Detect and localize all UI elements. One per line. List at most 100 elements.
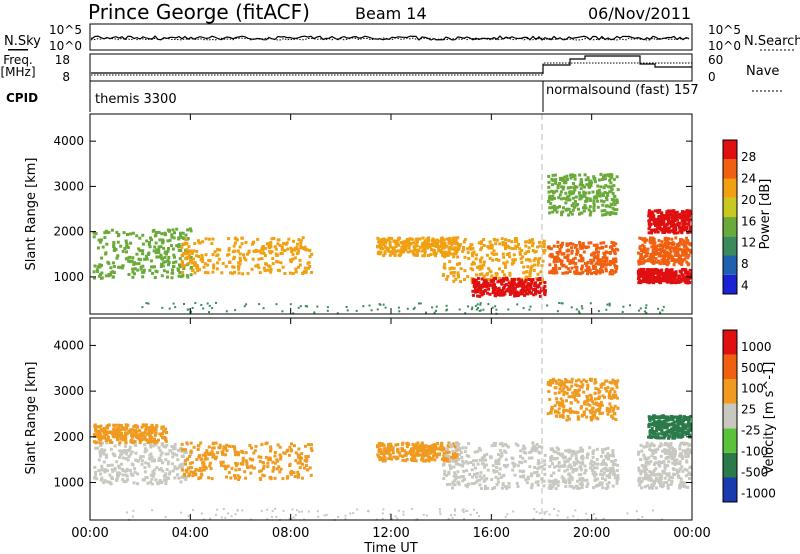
data-cell: [551, 267, 555, 270]
data-cell: [581, 241, 585, 245]
data-cell: [376, 454, 380, 458]
data-cell: [507, 482, 511, 485]
data-cell: [553, 208, 557, 212]
data-cell: [131, 270, 135, 274]
data-cell: [180, 448, 184, 452]
data-cell: [146, 253, 150, 256]
data-cell: [261, 467, 265, 471]
data-cell: [548, 263, 552, 267]
data-cell: [652, 241, 656, 245]
data-cell: [438, 446, 442, 450]
data-cell: [139, 265, 143, 269]
data-cell: [441, 250, 444, 254]
data-cell: [570, 377, 574, 381]
data-cell: [111, 469, 115, 473]
data-cell: [570, 306, 573, 309]
data-cell: [173, 447, 177, 451]
data-cell: [677, 223, 681, 227]
data-cell: [564, 456, 567, 460]
data-cell: [453, 479, 457, 483]
data-cell: [405, 445, 409, 449]
data-cell: [159, 458, 163, 462]
data-cell: [224, 453, 227, 457]
data-cell: [571, 242, 575, 246]
data-cell: [418, 302, 420, 305]
data-cell: [534, 448, 538, 452]
data-cell: [599, 385, 603, 389]
data-cell: [570, 384, 574, 388]
data-cell: [457, 246, 461, 250]
data-cell: [464, 460, 468, 464]
data-cell: [583, 402, 587, 406]
data-cell: [138, 441, 142, 445]
data-cell: [575, 391, 579, 395]
data-cell: [168, 449, 172, 453]
data-cell: [579, 461, 582, 465]
data-cell: [568, 262, 572, 265]
data-cell: [160, 274, 164, 278]
data-cell: [251, 257, 255, 261]
data-cell: [458, 244, 462, 248]
data-cell: [211, 270, 215, 274]
data-cell: [482, 274, 486, 278]
data-cell: [677, 255, 681, 258]
data-cell: [502, 279, 506, 283]
data-cell: [670, 268, 674, 272]
data-cell: [651, 273, 655, 277]
data-cell: [291, 257, 295, 261]
data-cell: [456, 462, 460, 466]
data-cell: [168, 307, 171, 310]
data-cell: [664, 244, 668, 248]
data-cell: [135, 424, 139, 428]
data-cell: [559, 403, 563, 407]
data-cell: [193, 242, 197, 245]
data-cell: [608, 304, 611, 307]
data-cell: [508, 287, 512, 290]
data-cell: [165, 443, 169, 447]
data-cell: [653, 456, 656, 459]
data-cell: [560, 389, 564, 393]
data-cell: [140, 459, 144, 463]
data-cell: [658, 216, 662, 220]
data-cell: [611, 393, 615, 397]
data-cell: [189, 273, 193, 277]
data-cell: [616, 248, 620, 252]
data-cell: [479, 302, 482, 305]
data-cell: [435, 309, 437, 312]
data-cell: [612, 198, 615, 202]
data-cell: [686, 279, 690, 283]
data-cell: [655, 250, 658, 254]
data-cell: [579, 478, 583, 482]
data-cell: [622, 305, 625, 308]
data-cell: [94, 232, 98, 236]
data-cell: [94, 473, 98, 477]
data-cell: [555, 381, 559, 385]
colorbar-cell: [723, 217, 737, 237]
data-cell: [166, 452, 170, 456]
data-cell: [103, 470, 107, 474]
data-cell: [206, 271, 210, 275]
data-cell: [177, 243, 181, 247]
data-cell: [597, 262, 601, 266]
data-cell: [580, 385, 584, 389]
data-cell: [237, 453, 240, 457]
data-cell: [639, 268, 643, 272]
data-cell: [508, 271, 512, 275]
data-cell: [644, 464, 648, 468]
data-cell: [244, 241, 248, 244]
data-cell: [236, 450, 240, 454]
data-cell: [571, 208, 575, 212]
data-cell: [465, 454, 469, 458]
data-cell: [461, 446, 465, 450]
data-cell: [504, 265, 507, 269]
data-cell: [214, 455, 218, 459]
data-cell: [612, 244, 616, 247]
data-cell: [157, 245, 161, 249]
data-cell: [443, 472, 447, 476]
data-cell: [182, 267, 186, 270]
data-cell: [172, 447, 175, 451]
data-cell: [647, 257, 651, 261]
data-cell: [398, 451, 402, 455]
data-cell: [269, 268, 273, 271]
